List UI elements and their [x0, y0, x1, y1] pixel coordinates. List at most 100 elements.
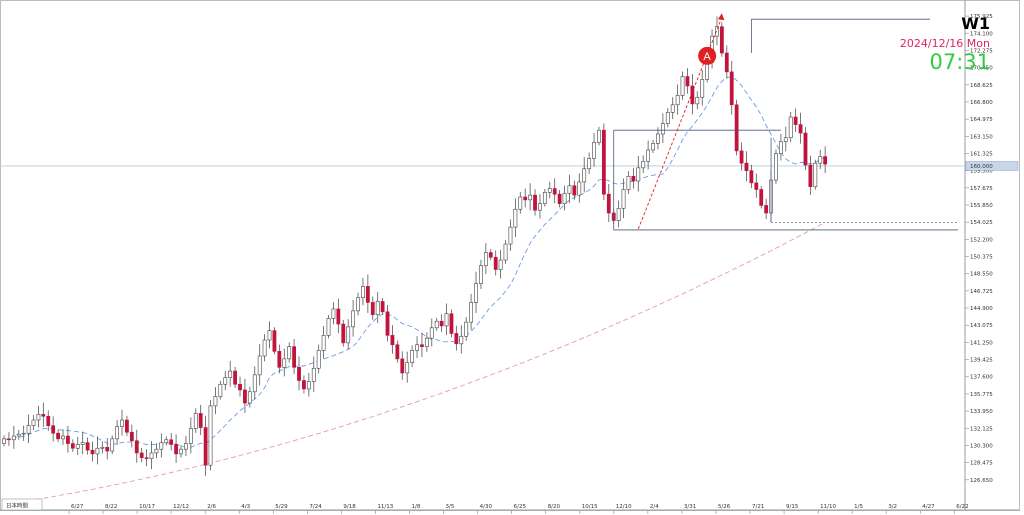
- candle-body: [459, 335, 464, 345]
- x-tick-label: 2/6: [207, 504, 216, 510]
- x-tick-label: 10/15: [582, 504, 598, 510]
- x-tick-label: 6/27: [71, 504, 84, 510]
- candle-body: [415, 344, 419, 351]
- candle-body: [719, 26, 724, 54]
- candle-body: [700, 79, 705, 98]
- candle-body: [538, 203, 542, 211]
- candle-body: [193, 413, 198, 429]
- candle-body: [754, 182, 759, 190]
- candle-body: [616, 208, 621, 221]
- candle-body: [523, 196, 528, 201]
- candle-body: [759, 189, 764, 206]
- candle-body: [228, 370, 233, 378]
- candle-body: [695, 96, 700, 105]
- candle-body: [346, 326, 351, 344]
- candle-body: [449, 313, 454, 334]
- candle-body: [670, 104, 675, 113]
- candle-body: [198, 413, 203, 428]
- candle-body: [149, 452, 154, 459]
- candle-body: [105, 447, 110, 452]
- candle-body: [257, 355, 262, 376]
- x-tick-label: 5/29: [275, 504, 288, 510]
- candle-body: [567, 185, 572, 194]
- candle-body: [656, 133, 660, 144]
- candle-body: [252, 374, 257, 393]
- candle-body: [808, 164, 813, 187]
- candle-body: [188, 428, 193, 444]
- current-price-tag: [965, 161, 1019, 171]
- candle-body: [778, 141, 783, 155]
- y-tick-label: 137.600: [970, 375, 993, 381]
- x-tick-label: 4/27: [922, 504, 935, 510]
- candle-body: [66, 435, 70, 444]
- x-tick-label: 6/25: [514, 504, 527, 510]
- candle-body: [513, 208, 518, 228]
- candle-body: [400, 358, 405, 374]
- x-tick-label: 10/17: [139, 504, 155, 510]
- candle-body: [218, 383, 223, 397]
- x-tick-label: 3/2: [888, 504, 897, 510]
- candle-body: [262, 339, 267, 357]
- y-tick-label: 166.800: [970, 100, 993, 106]
- candle-body: [311, 367, 316, 382]
- candle-body: [744, 162, 749, 171]
- y-tick-label: 175.925: [970, 14, 993, 20]
- y-tick-label: 164.975: [970, 117, 993, 123]
- candle-body: [90, 449, 95, 455]
- trend-arrow-line: [637, 17, 723, 230]
- candle-body: [587, 158, 592, 170]
- candle-body: [636, 167, 641, 182]
- y-tick-label: 143.075: [970, 323, 993, 329]
- candle-body: [739, 150, 744, 164]
- date-stamp: 2024/12/16 Mon: [899, 37, 990, 50]
- candle-body: [469, 302, 474, 323]
- candle-body: [326, 318, 331, 336]
- candle-body: [405, 362, 410, 374]
- candle-body: [680, 76, 685, 96]
- candle-body: [675, 95, 680, 106]
- x-tick-label: 11/13: [377, 504, 393, 510]
- y-tick-label: 133.950: [970, 409, 993, 415]
- candle-body: [223, 377, 228, 385]
- x-tick-label: 6/22: [956, 504, 968, 510]
- candle-body: [562, 192, 567, 204]
- candle-body: [164, 439, 169, 443]
- candle-body: [129, 431, 134, 442]
- candle-body: [321, 335, 326, 351]
- candle-body: [154, 448, 159, 454]
- candle-body: [213, 396, 218, 407]
- y-tick-label: 155.850: [970, 203, 993, 209]
- candle-body: [70, 443, 75, 449]
- candle-body: [592, 142, 596, 159]
- y-tick-label: 168.625: [970, 83, 993, 89]
- session-label-box: [1, 498, 43, 511]
- y-tick-label: 148.550: [970, 272, 993, 278]
- candle-body: [36, 414, 41, 421]
- y-tick-label: 172.275: [970, 48, 993, 54]
- candle-body: [277, 351, 282, 368]
- candle-body: [798, 124, 803, 134]
- overlays: A: [613, 13, 958, 231]
- candle-body: [144, 457, 149, 459]
- candle-body: [385, 311, 390, 336]
- trend-arrowhead: [717, 13, 725, 21]
- candle-body: [233, 370, 237, 385]
- candle-body: [793, 116, 798, 125]
- candle-body: [31, 419, 36, 426]
- candle-body: [764, 205, 769, 214]
- candle-body: [370, 302, 375, 315]
- candle-body: [100, 447, 105, 449]
- candle-body: [7, 438, 11, 441]
- candle-body: [75, 444, 80, 449]
- marker-a-circle: [698, 46, 717, 65]
- candle-body: [365, 286, 370, 303]
- candle-body: [297, 367, 301, 381]
- candle-body: [641, 160, 646, 169]
- y-tick-label: 128.475: [970, 461, 993, 467]
- y-axis: 175.925 174.100 172.275 170.450 168.625 166.8…: [965, 14, 993, 484]
- candle-body: [302, 380, 306, 390]
- candle-body: [395, 344, 400, 360]
- candle-body: [316, 350, 321, 369]
- candle-body: [375, 301, 380, 315]
